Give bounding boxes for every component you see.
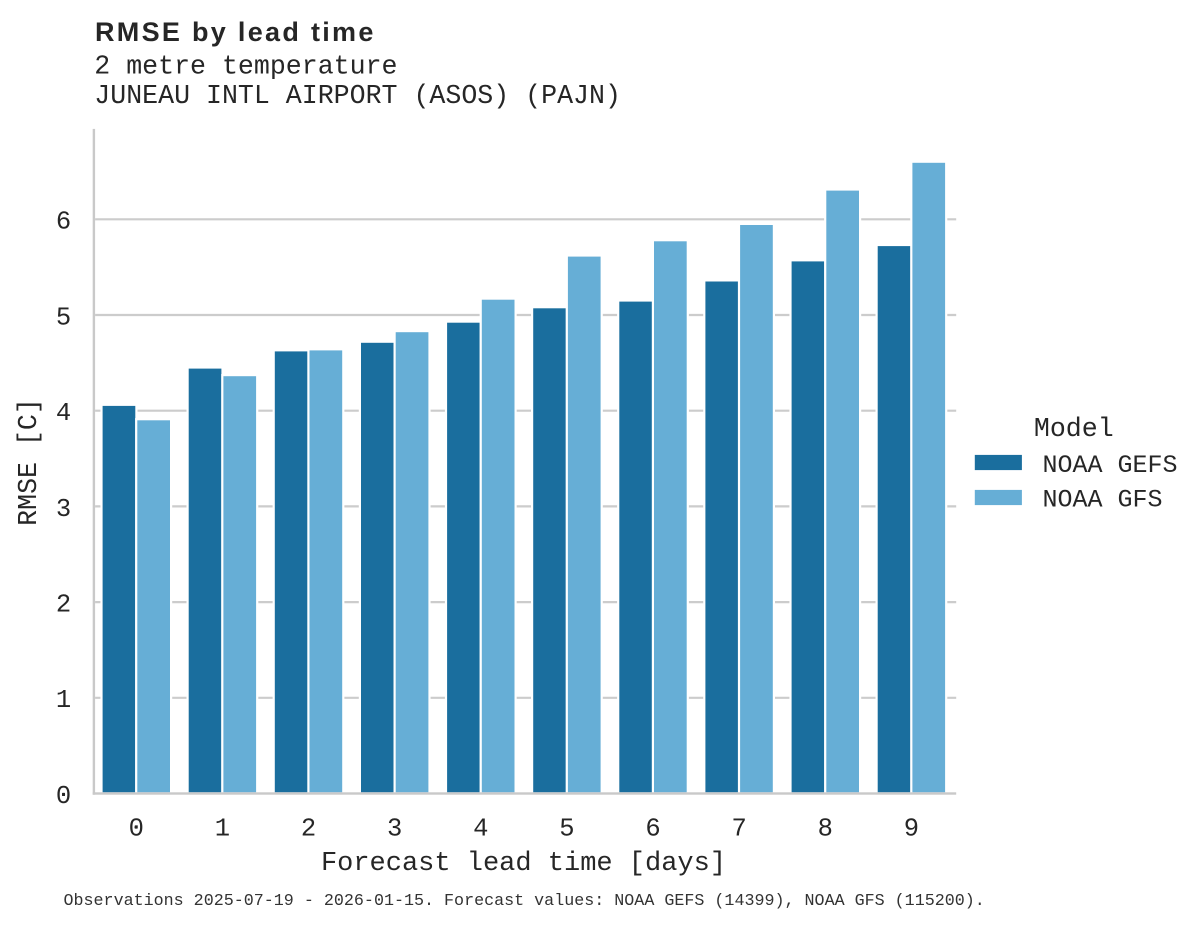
svg-text:1: 1 xyxy=(56,686,71,715)
svg-text:Observations 2025-07-19 - 2026: Observations 2025-07-19 - 2026-01-15. Fo… xyxy=(64,892,985,911)
svg-text:Forecast lead time [days]: Forecast lead time [days] xyxy=(321,849,726,879)
svg-text:JUNEAU INTL AIRPORT (ASOS) (PA: JUNEAU INTL AIRPORT (ASOS) (PAJN) xyxy=(94,81,621,111)
svg-text:6: 6 xyxy=(56,208,71,237)
svg-text:9: 9 xyxy=(904,815,919,844)
svg-text:4: 4 xyxy=(56,399,71,428)
svg-text:NOAA GFS: NOAA GFS xyxy=(1043,486,1163,515)
svg-text:6: 6 xyxy=(645,815,660,844)
svg-text:4: 4 xyxy=(473,815,488,844)
svg-text:Model: Model xyxy=(1034,414,1114,444)
svg-text:0: 0 xyxy=(56,782,71,811)
svg-text:RMSE [C]: RMSE [C] xyxy=(14,398,44,526)
svg-text:2: 2 xyxy=(56,591,71,620)
svg-text:RMSE by lead time: RMSE by lead time xyxy=(95,17,376,47)
svg-text:0: 0 xyxy=(129,815,144,844)
svg-text:8: 8 xyxy=(818,815,833,844)
svg-text:2 metre temperature: 2 metre temperature xyxy=(94,51,397,81)
svg-text:7: 7 xyxy=(731,815,746,844)
svg-text:3: 3 xyxy=(387,815,402,844)
svg-text:2: 2 xyxy=(301,815,316,844)
svg-text:5: 5 xyxy=(56,303,71,332)
svg-text:5: 5 xyxy=(559,815,574,844)
svg-text:1: 1 xyxy=(215,815,230,844)
svg-text:NOAA GEFS: NOAA GEFS xyxy=(1043,451,1178,480)
svg-text:3: 3 xyxy=(56,495,71,524)
